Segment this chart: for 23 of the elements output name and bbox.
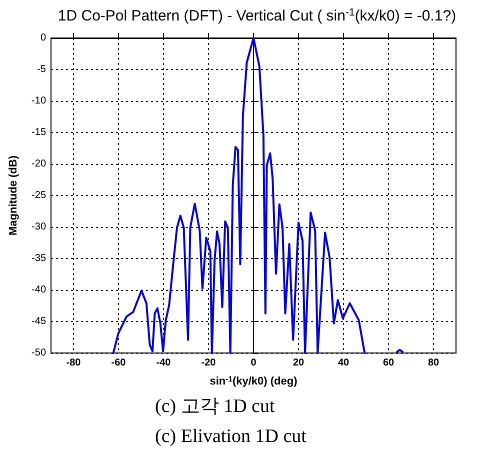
text: (c) 고각 1D cut — [155, 395, 276, 419]
y-tick-label: -5 — [37, 64, 46, 76]
text: (c) Elivation 1D cut — [155, 425, 308, 449]
x-tick-label: 20 — [292, 358, 304, 369]
y-tick-label: -10 — [32, 96, 46, 107]
y-tick-label: -25 — [32, 190, 46, 202]
x-tick-label: -80 — [66, 358, 82, 369]
y-tick-label: -20 — [32, 158, 46, 170]
y-tick-label: -50 — [32, 348, 46, 359]
y-tick-label: 0 — [40, 32, 46, 44]
y-tick-label: -15 — [32, 127, 46, 138]
y-axis-title: Magnitude (dB) — [8, 155, 20, 236]
x-tick-label: 80 — [428, 358, 440, 369]
x-tick-label: 40 — [338, 358, 350, 369]
x-tick-label: 60 — [382, 358, 394, 369]
x-tick-label: 0 — [250, 358, 257, 369]
x-tick-label: -60 — [111, 358, 126, 369]
y-tick-label: -30 — [32, 222, 46, 233]
x-tick-label: -20 — [201, 358, 216, 369]
y-tick-label: -40 — [32, 284, 46, 296]
y-tick-label: -35 — [32, 253, 46, 264]
x-tick-label: -40 — [156, 358, 172, 369]
y-tick-label: -45 — [32, 316, 46, 328]
